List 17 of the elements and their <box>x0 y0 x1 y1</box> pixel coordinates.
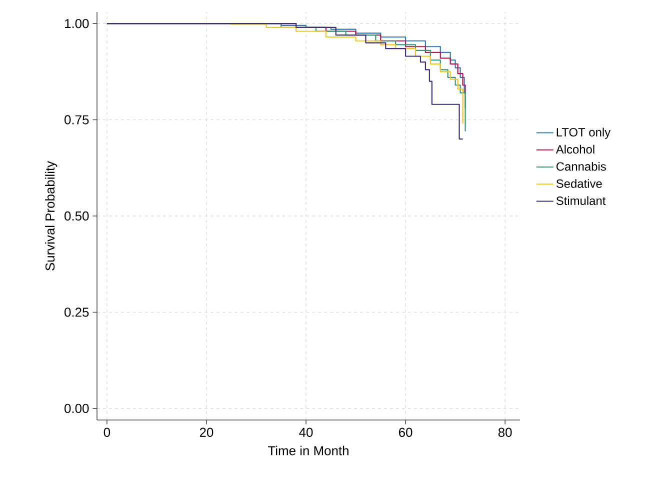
legend-label: Alcohol <box>556 144 594 154</box>
legend-label: Sedative <box>556 179 602 188</box>
legend-label: LTOT only <box>556 128 611 139</box>
y-tick-label: 1.00 <box>65 18 89 28</box>
legend-label: Stimulant <box>556 196 606 205</box>
x-tick-label: 60 <box>398 428 412 437</box>
y-axis-title: Survival Probability <box>45 160 58 270</box>
x-tick-label: 20 <box>200 428 214 437</box>
legend-label: Cannabis <box>556 162 606 171</box>
x-tick-label: 0 <box>104 428 110 437</box>
y-tick-label: 0.75 <box>64 115 89 124</box>
y-tick-label: 0.00 <box>64 404 89 414</box>
x-axis-title: Time in Month <box>268 446 348 456</box>
x-tick-label: 40 <box>299 428 313 437</box>
y-tick-label: 0.50 <box>64 211 89 221</box>
y-tick-label: 0.25 <box>64 308 89 317</box>
x-tick-label: 80 <box>498 428 512 437</box>
